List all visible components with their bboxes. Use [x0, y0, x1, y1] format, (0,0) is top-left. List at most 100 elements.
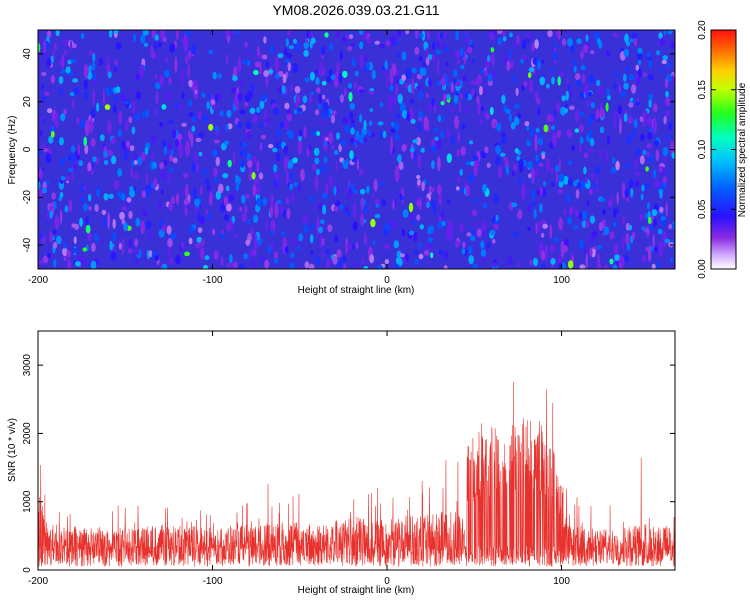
- spectrogram-cell: [408, 202, 414, 213]
- spectrogram-cell: [298, 94, 301, 104]
- spectrogram-cell: [273, 178, 278, 187]
- spectrogram-cell: [336, 249, 342, 258]
- spectrogram-cell: [332, 255, 338, 265]
- spectrogram-cell: [355, 130, 360, 140]
- spectrogram-cell: [113, 180, 120, 190]
- spectrogram-cell: [516, 155, 521, 161]
- spectrogram-cell: [551, 125, 556, 131]
- spectrogram-cell: [576, 79, 581, 88]
- spectrogram-cell: [406, 111, 411, 122]
- spectrogram-cell: [83, 63, 89, 79]
- spectrogram-cell: [117, 129, 122, 138]
- spectrogram-cell: [139, 64, 144, 79]
- spectrogram-cell: [401, 51, 407, 61]
- spectrogram-cell: [89, 116, 93, 135]
- snr-series-line: [38, 381, 675, 568]
- spectrogram-cell: [333, 110, 337, 115]
- spectrogram-cell: [264, 117, 271, 124]
- spectrogram-cell: [623, 82, 629, 90]
- spectrogram-cell: [308, 145, 313, 152]
- spectrogram-cell: [448, 220, 454, 234]
- spectrogram-cell: [521, 182, 526, 201]
- spectrogram-cell: [627, 116, 634, 124]
- spectrogram-cell: [606, 88, 610, 97]
- spectrogram-cell: [165, 91, 172, 100]
- spectrogram-cell: [47, 108, 53, 114]
- spectrogram-cell: [588, 189, 593, 195]
- spectrogram-cell: [362, 31, 368, 40]
- spectrogram-cell: [469, 39, 473, 45]
- spectrogram-cell: [235, 175, 239, 180]
- spectrogram-cell: [663, 158, 667, 163]
- spectrogram-cell: [574, 209, 579, 217]
- spectrogram-cell: [547, 123, 552, 133]
- spectrogram-cell: [263, 70, 269, 77]
- spectrogram-cell: [619, 118, 622, 135]
- spectrogram-cell: [52, 229, 57, 235]
- spectrogram-cell: [429, 187, 435, 193]
- spectrogram-cell: [390, 219, 397, 229]
- spectrogram-cell: [210, 99, 216, 105]
- spectrogram-cell: [540, 232, 545, 238]
- spectrogram-cell: [466, 35, 470, 45]
- spectrogram-x-ticks: -200 -100 0 100: [28, 30, 570, 286]
- spectrogram-cell: [253, 233, 258, 252]
- spectrogram-cell: [38, 168, 43, 180]
- spectrogram-cell: [345, 194, 352, 199]
- spectrogram-cell: [290, 192, 295, 202]
- x-tick-label: -100: [203, 275, 223, 286]
- spectrogram-cell: [580, 180, 586, 190]
- spectrogram-cell: [303, 225, 309, 234]
- spectrogram-cell: [641, 184, 645, 192]
- spectrogram-cell: [345, 237, 349, 255]
- spectrogram-cell: [390, 36, 395, 46]
- spectrogram-cell: [50, 131, 55, 138]
- spectrogram-cell: [471, 89, 475, 98]
- spectrogram-cell: [135, 91, 142, 100]
- spectrogram-cell: [207, 92, 211, 100]
- spectrogram-cell: [47, 30, 52, 38]
- spectrogram-cell: [409, 99, 415, 104]
- spectrogram-cell: [464, 91, 469, 100]
- spectrogram-cell: [141, 111, 146, 118]
- spectrogram-cell: [334, 234, 339, 243]
- spectrogram-cell: [170, 149, 174, 157]
- spectrogram-cell: [402, 209, 409, 218]
- spectrogram-cell: [604, 264, 608, 269]
- spectrogram-cell: [158, 41, 162, 48]
- spectrogram-cell: [501, 94, 506, 104]
- spectrogram-cell: [226, 222, 231, 231]
- spectrogram-cell: [121, 237, 125, 256]
- x-tick-label: -200: [28, 275, 48, 286]
- spectrogram-cell: [286, 53, 292, 59]
- spectrogram-cell: [98, 58, 104, 66]
- spectrogram-cell: [265, 61, 270, 68]
- spectrogram-cell: [43, 91, 50, 97]
- spectrogram-cell: [566, 78, 569, 85]
- spectrogram-cell: [476, 95, 480, 105]
- spectrogram-cell: [508, 48, 512, 59]
- spectrogram-cell: [64, 49, 67, 57]
- spectrogram-cell: [308, 195, 314, 202]
- spectrogram-cell: [58, 76, 64, 85]
- spectrogram-cell: [185, 55, 189, 65]
- spectrogram-cell: [444, 250, 449, 260]
- spectrogram-cell: [624, 188, 630, 198]
- spectrogram-cell: [143, 30, 149, 36]
- spectrogram-cell: [658, 165, 663, 173]
- spectrogram-cell: [384, 259, 390, 265]
- spectrogram-cell: [154, 82, 161, 90]
- spectrogram-cell: [368, 120, 373, 127]
- spectrogram-cell: [330, 114, 336, 124]
- spectrogram-cell: [455, 81, 461, 87]
- spectrogram-cell: [237, 121, 242, 130]
- spectrogram-cell: [280, 204, 284, 214]
- spectrogram-cell: [298, 129, 303, 137]
- x-tick-label: 100: [553, 275, 570, 286]
- spectrogram-cell: [462, 241, 466, 249]
- spectrogram-cell: [74, 159, 79, 165]
- spectrogram-cell: [612, 156, 616, 164]
- spectrogram-cell: [166, 225, 172, 235]
- spectrogram-cell: [306, 147, 310, 157]
- spectrogram-cell: [628, 73, 635, 81]
